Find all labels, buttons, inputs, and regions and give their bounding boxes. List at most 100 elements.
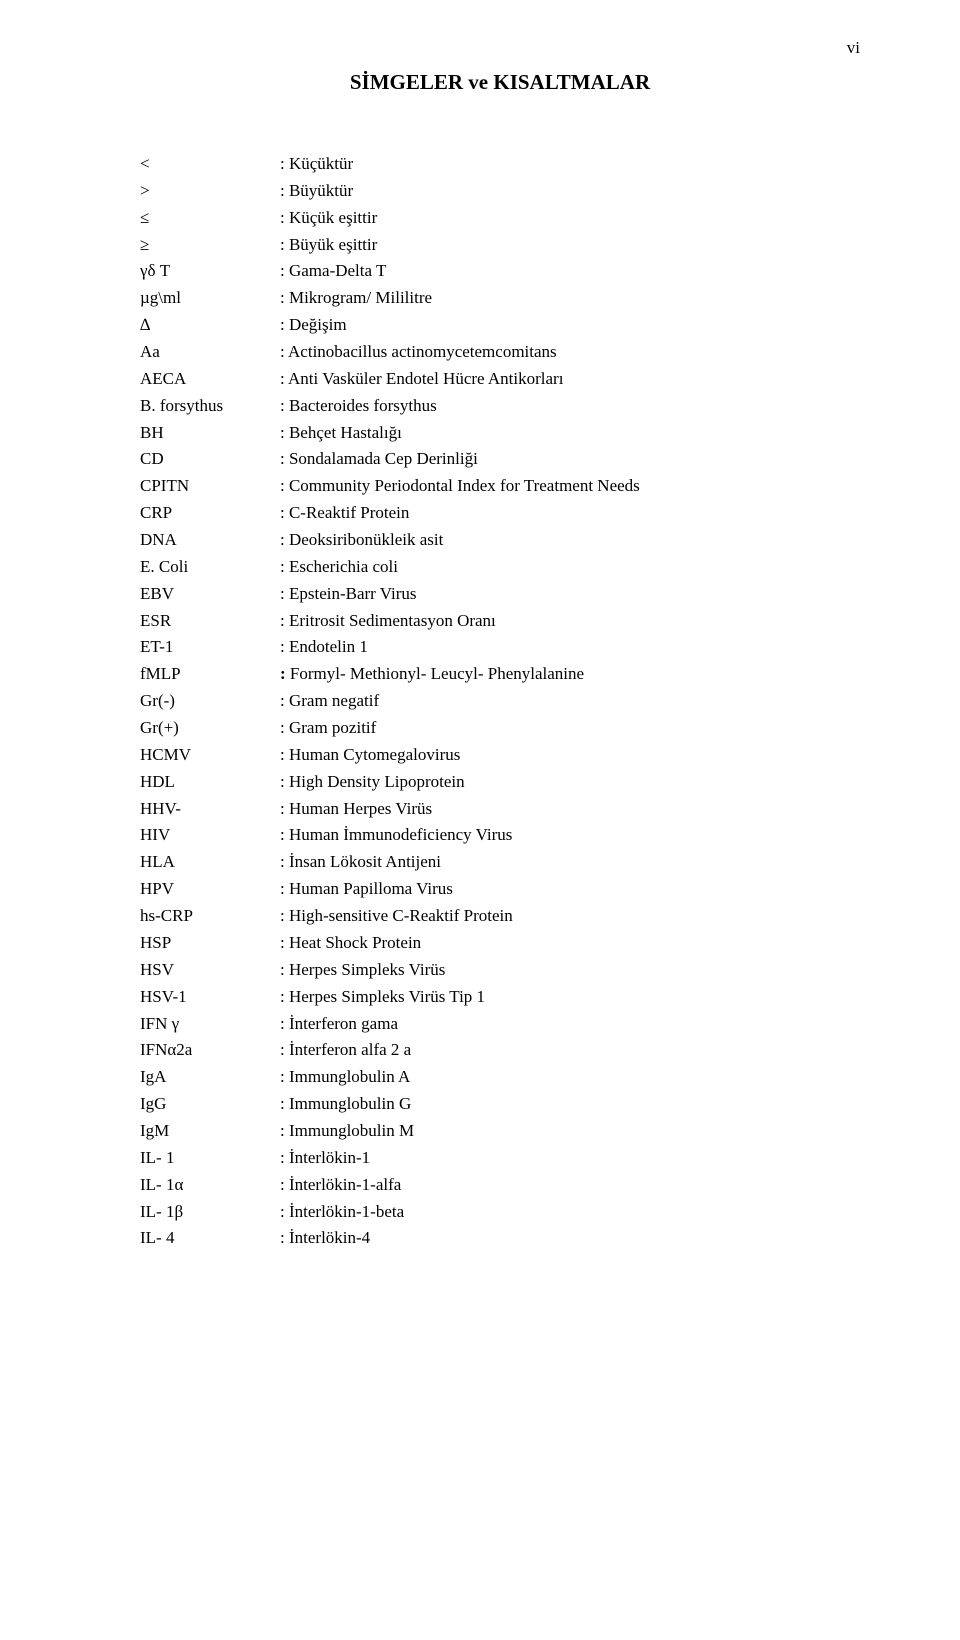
abbrev-row: HIV: Human İmmunodeficiency Virus (140, 822, 860, 849)
abbrev-definition: : Formyl- Methionyl- Leucyl- Phenylalani… (280, 661, 860, 688)
abbrev-term: HCMV (140, 742, 280, 769)
abbrev-term: µg\ml (140, 285, 280, 312)
abbrev-definition: : Endotelin 1 (280, 634, 860, 661)
abbrev-term: HSV-1 (140, 984, 280, 1011)
abbrev-definition: : Herpes Simpleks Virüs Tip 1 (280, 984, 860, 1011)
abbrev-term: DNA (140, 527, 280, 554)
abbrev-definition: : Community Periodontal Index for Treatm… (280, 473, 860, 500)
abbrev-definition: : Human İmmunodeficiency Virus (280, 822, 860, 849)
abbrev-term: ≥ (140, 232, 280, 259)
abbrev-term: ET-1 (140, 634, 280, 661)
page-title: SİMGELER ve KISALTMALAR (140, 70, 860, 95)
abbrev-definition: : Herpes Simpleks Virüs (280, 957, 860, 984)
abbreviations-list: <: Küçüktür>: Büyüktür≤: Küçük eşittir≥:… (140, 151, 860, 1252)
abbrev-term: Aa (140, 339, 280, 366)
abbrev-term: HSV (140, 957, 280, 984)
abbrev-term: AECA (140, 366, 280, 393)
abbrev-row: CPITN: Community Periodontal Index for T… (140, 473, 860, 500)
abbrev-definition: : Küçüktür (280, 151, 860, 178)
abbrev-row: B. forsythus: Bacteroides forsythus (140, 393, 860, 420)
abbrev-row: E. Coli: Escherichia coli (140, 554, 860, 581)
abbrev-term: γδ T (140, 258, 280, 285)
abbrev-definition: : Escherichia coli (280, 554, 860, 581)
abbrev-row: HPV: Human Papilloma Virus (140, 876, 860, 903)
abbrev-term: IL- 4 (140, 1225, 280, 1252)
abbrev-term: ≤ (140, 205, 280, 232)
abbrev-definition: : Epstein-Barr Virus (280, 581, 860, 608)
abbrev-definition: : Büyük eşittir (280, 232, 860, 259)
abbrev-row: IL- 4: İnterlökin-4 (140, 1225, 860, 1252)
abbrev-row: hs-CRP: High-sensitive C-Reaktif Protein (140, 903, 860, 930)
abbrev-definition: : High-sensitive C-Reaktif Protein (280, 903, 860, 930)
abbrev-row: IgM: Immunglobulin M (140, 1118, 860, 1145)
abbrev-row: CD: Sondalamada Cep Derinliği (140, 446, 860, 473)
abbrev-row: Gr(+): Gram pozitif (140, 715, 860, 742)
abbrev-term: BH (140, 420, 280, 447)
abbrev-term: ESR (140, 608, 280, 635)
abbrev-row: EBV: Epstein-Barr Virus (140, 581, 860, 608)
abbrev-definition: : İnterferon alfa 2 a (280, 1037, 860, 1064)
abbrev-row: HCMV: Human Cytomegalovirus (140, 742, 860, 769)
abbrev-definition: : Actinobacillus actinomycetemcomitans (280, 339, 860, 366)
abbrev-term: CD (140, 446, 280, 473)
abbrev-row: IL- 1α: İnterlökin-1-alfa (140, 1172, 860, 1199)
abbrev-term: > (140, 178, 280, 205)
abbrev-definition: : Immunglobulin G (280, 1091, 860, 1118)
abbrev-definition: : İnterlökin-4 (280, 1225, 860, 1252)
abbrev-term: CPITN (140, 473, 280, 500)
abbrev-term: E. Coli (140, 554, 280, 581)
abbrev-row: ESR: Eritrosit Sedimentasyon Oranı (140, 608, 860, 635)
abbrev-definition: : High Density Lipoprotein (280, 769, 860, 796)
abbrev-term: EBV (140, 581, 280, 608)
abbrev-term: fMLP (140, 661, 280, 688)
abbrev-row: IL- 1β: İnterlökin-1-beta (140, 1199, 860, 1226)
abbrev-definition: : İnterferon gama (280, 1011, 860, 1038)
abbrev-row: fMLP: Formyl- Methionyl- Leucyl- Phenyla… (140, 661, 860, 688)
abbrev-row: ET-1: Endotelin 1 (140, 634, 860, 661)
abbrev-term: Gr(-) (140, 688, 280, 715)
abbrev-row: ∆: Değişim (140, 312, 860, 339)
abbrev-definition: : Değişim (280, 312, 860, 339)
abbrev-definition: : İnterlökin-1 (280, 1145, 860, 1172)
abbrev-term: < (140, 151, 280, 178)
abbrev-definition: : Human Papilloma Virus (280, 876, 860, 903)
abbrev-row: Aa: Actinobacillus actinomycetemcomitans (140, 339, 860, 366)
abbrev-term: IFNα2a (140, 1037, 280, 1064)
abbrev-row: IgG: Immunglobulin G (140, 1091, 860, 1118)
abbrev-row: Gr(-): Gram negatif (140, 688, 860, 715)
abbrev-definition: : Eritrosit Sedimentasyon Oranı (280, 608, 860, 635)
abbrev-definition: : Büyüktür (280, 178, 860, 205)
abbrev-definition: : Küçük eşittir (280, 205, 860, 232)
abbrev-definition: : Mikrogram/ Mililitre (280, 285, 860, 312)
abbrev-definition: : Immunglobulin A (280, 1064, 860, 1091)
abbrev-row: HLA: İnsan Lökosit Antijeni (140, 849, 860, 876)
abbrev-row: >: Büyüktür (140, 178, 860, 205)
abbrev-term: IL- 1α (140, 1172, 280, 1199)
abbrev-row: <: Küçüktür (140, 151, 860, 178)
abbrev-row: HHV-: Human Herpes Virüs (140, 796, 860, 823)
abbrev-definition: : Gama-Delta T (280, 258, 860, 285)
abbrev-definition: : Anti Vasküler Endotel Hücre Antikorlar… (280, 366, 860, 393)
abbrev-term: IgM (140, 1118, 280, 1145)
page-number: vi (847, 38, 860, 58)
abbrev-row: IgA: Immunglobulin A (140, 1064, 860, 1091)
abbrev-term: CRP (140, 500, 280, 527)
abbrev-term: HSP (140, 930, 280, 957)
abbrev-term: HLA (140, 849, 280, 876)
abbrev-definition: : Human Herpes Virüs (280, 796, 860, 823)
abbrev-term: HDL (140, 769, 280, 796)
abbrev-term: B. forsythus (140, 393, 280, 420)
abbrev-definition: : Behçet Hastalığı (280, 420, 860, 447)
abbrev-row: BH: Behçet Hastalığı (140, 420, 860, 447)
abbrev-row: CRP: C-Reaktif Protein (140, 500, 860, 527)
abbrev-definition: : Gram negatif (280, 688, 860, 715)
abbrev-term: ∆ (140, 312, 280, 339)
abbrev-row: HSV-1: Herpes Simpleks Virüs Tip 1 (140, 984, 860, 1011)
abbrev-term: HPV (140, 876, 280, 903)
abbrev-row: IL- 1: İnterlökin-1 (140, 1145, 860, 1172)
abbrev-row: IFN γ: İnterferon gama (140, 1011, 860, 1038)
abbrev-row: γδ T: Gama-Delta T (140, 258, 860, 285)
abbrev-term: Gr(+) (140, 715, 280, 742)
abbrev-definition: : İnsan Lökosit Antijeni (280, 849, 860, 876)
abbrev-definition: : Human Cytomegalovirus (280, 742, 860, 769)
